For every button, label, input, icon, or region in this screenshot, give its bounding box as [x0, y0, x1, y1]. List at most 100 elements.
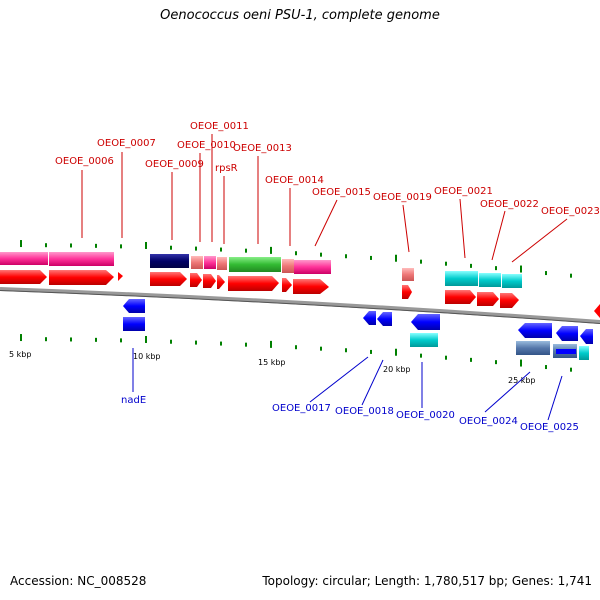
cds-reverse-track	[123, 299, 593, 360]
scale-tick	[95, 337, 97, 342]
label-leader-line	[361, 359, 384, 406]
scale-tick	[395, 254, 397, 262]
scale-tick	[45, 243, 47, 248]
scale-tick	[20, 334, 22, 342]
cds-arrow	[556, 326, 578, 341]
scale-tick	[70, 243, 72, 248]
scale-tick	[545, 365, 547, 370]
scale-tick	[120, 338, 122, 343]
scale-tick	[145, 335, 147, 343]
label-leader-line	[459, 198, 466, 259]
gene-label-oeoe-0021: OEOE_0021	[434, 186, 493, 197]
scale-tick	[395, 348, 397, 356]
scale-tick	[520, 359, 522, 367]
cds-arrow	[293, 279, 329, 294]
cds-arrow	[49, 270, 114, 285]
cds-arrow	[190, 273, 202, 287]
scale-tick	[20, 240, 22, 248]
tick-label-20kbp: 20 kbp	[383, 365, 411, 374]
scale-tick	[445, 261, 447, 266]
gene-label-oeoe-0025: OEOE_0025	[520, 422, 579, 433]
gene-label-oeoe-0018: OEOE_0018	[335, 406, 394, 417]
gene-label-oeoe-0007: OEOE_0007	[97, 138, 156, 149]
cds-arrow	[228, 276, 279, 291]
genome-backbone	[0, 287, 600, 324]
cds-arrow	[580, 329, 593, 344]
topology-text: Topology: circular; Length: 1,780,517 bp…	[262, 574, 592, 588]
scale-tick	[495, 360, 497, 365]
cds-arrow	[363, 311, 376, 325]
gene-label-nade: nadE	[121, 395, 146, 406]
scale-tick	[295, 251, 297, 256]
feature-bar	[556, 349, 576, 354]
label-lines-layer	[81, 134, 568, 421]
scale-tick	[95, 243, 97, 248]
cds-arrow	[402, 285, 412, 299]
scale-tick	[220, 341, 222, 346]
scale-tick	[320, 252, 322, 257]
gene-label-oeoe-0013: OEOE_0013	[233, 143, 292, 154]
feature-bar	[217, 257, 227, 270]
feature-bar	[49, 252, 114, 266]
label-leader-line	[309, 356, 369, 403]
scale-tick	[345, 254, 347, 259]
feature-track	[0, 252, 522, 288]
feature-bar	[516, 341, 550, 355]
feature-bar	[0, 252, 48, 265]
scale-tick	[145, 241, 147, 249]
map-title: Oenococcus oeni PSU-1, complete genome	[160, 8, 440, 23]
scale-tick	[370, 255, 372, 260]
scale-tick	[45, 337, 47, 342]
cds-arrow	[377, 312, 392, 326]
feature-bar	[579, 346, 589, 360]
gene-label-rpsr: rpsR	[215, 163, 238, 174]
gene-label-oeoe-0017: OEOE_0017	[272, 403, 331, 414]
tick-label-15kbp: 15 kbp	[258, 358, 286, 367]
cds-arrow	[518, 323, 552, 338]
label-leader-line	[491, 210, 506, 261]
scale-tick	[345, 348, 347, 353]
label-leader-line	[402, 204, 410, 253]
label-leader-line	[484, 371, 531, 413]
feature-bar	[294, 260, 331, 274]
scale-tick	[195, 340, 197, 345]
label-leader-line	[314, 199, 338, 247]
accession-text: Accession: NC_008528	[10, 574, 147, 588]
tick-label-25kbp: 25 kbp	[508, 376, 536, 385]
scale-tick	[245, 342, 247, 347]
scale-tick	[420, 353, 422, 358]
cds-arrow	[203, 274, 216, 288]
cds-arrow	[123, 299, 145, 313]
tick-label-5kbp: 5 kbp	[9, 350, 31, 359]
feature-bar	[410, 333, 438, 347]
gene-label-oeoe-0011: OEOE_0011	[190, 121, 249, 132]
feature-bar	[191, 256, 203, 269]
feature-bar	[502, 274, 522, 288]
cds-arrow	[477, 292, 499, 306]
gene-label-oeoe-0020: OEOE_0020	[396, 410, 455, 421]
scale-tick	[370, 349, 372, 354]
gene-label-oeoe-0024: OEOE_0024	[459, 416, 518, 427]
cds-arrow	[500, 293, 519, 308]
cds-block	[123, 317, 145, 331]
scale-tick	[420, 259, 422, 264]
scale-tick	[495, 266, 497, 271]
feature-bar	[445, 271, 478, 286]
cds-arrow	[411, 314, 440, 330]
gene-label-oeoe-0006: OEOE_0006	[55, 156, 114, 167]
scale-tick	[295, 345, 297, 350]
label-leader-line	[547, 375, 563, 421]
cds-arrow	[594, 304, 600, 318]
gene-label-oeoe-0023: OEOE_0023	[541, 206, 600, 217]
scale-tick	[270, 246, 272, 254]
cds-arrow	[118, 272, 123, 281]
cds-arrow	[282, 278, 292, 292]
scale-tick	[320, 346, 322, 351]
cds-arrow	[445, 290, 476, 304]
scale-tick	[470, 357, 472, 362]
gene-label-oeoe-0019: OEOE_0019	[373, 192, 432, 203]
label-leader-line	[511, 218, 568, 263]
feature-bar	[229, 257, 281, 272]
scale-tick	[445, 355, 447, 360]
